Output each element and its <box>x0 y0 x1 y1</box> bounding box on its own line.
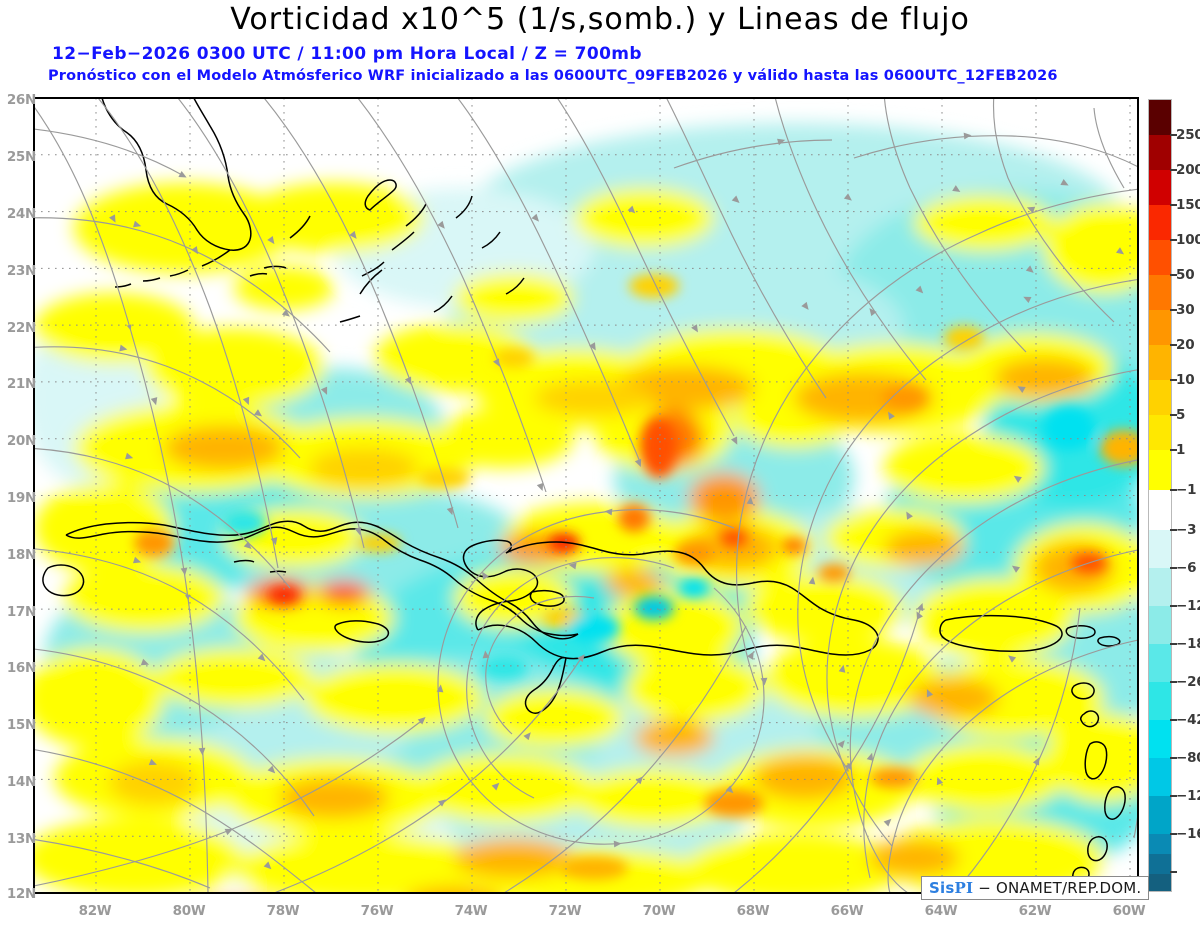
colorbar-segment <box>1149 450 1171 490</box>
colorbar-label-neg42: −42 <box>1176 712 1200 728</box>
colorbar-label-neg3: −3 <box>1176 522 1197 538</box>
colorbar-label-1: 1 <box>1176 442 1186 458</box>
colorbar-segment <box>1149 205 1171 240</box>
colorbar-segment <box>1149 682 1171 720</box>
colorbar-label-10: 10 <box>1176 372 1195 388</box>
colorbar-segment <box>1149 854 1171 874</box>
colorbar-segment <box>1149 275 1171 310</box>
colorbar-segment <box>1149 758 1171 796</box>
lon-label-66W: 66W <box>830 903 864 919</box>
colorbar-label-100: 100 <box>1176 232 1200 248</box>
colorbar-label-5: 5 <box>1176 407 1186 423</box>
colorbar-segment <box>1149 530 1171 568</box>
colorbar-label-neg1: −1 <box>1176 482 1197 498</box>
colorbar-label-neg160: −160 <box>1176 826 1200 842</box>
lat-label-24N: 24N <box>6 206 36 222</box>
lon-label-64W: 64W <box>924 903 958 919</box>
colorbar-label-50: 50 <box>1176 267 1195 283</box>
logo-organization: ONAMET/REP.DOM. <box>995 879 1142 897</box>
lat-label-12N: 12N <box>6 886 36 902</box>
lat-label-26N: 26N <box>6 92 36 108</box>
colorbar-label-150: 150 <box>1176 197 1200 213</box>
valid-time-subtitle: 12−Feb−2026 0300 UTC / 11:00 pm Hora Loc… <box>52 44 642 64</box>
colorbar-segment <box>1149 874 1171 891</box>
model-info-subtitle: Pronóstico con el Modelo Atmósferico WRF… <box>48 68 1058 84</box>
lon-label-82W: 82W <box>78 903 112 919</box>
colorbar-segment <box>1149 310 1171 345</box>
colorbar-label-neg26: −26 <box>1176 674 1200 690</box>
colorbar-label-neg12: −12 <box>1176 598 1200 614</box>
vorticity-map[interactable] <box>33 97 1139 894</box>
colorbar-segment <box>1149 170 1171 205</box>
colorbar-label-200: 200 <box>1176 162 1200 178</box>
lon-label-76W: 76W <box>360 903 394 919</box>
lon-label-80W: 80W <box>172 903 206 919</box>
colorbar-segment <box>1149 380 1171 415</box>
colorbar-segment <box>1149 796 1171 834</box>
colorbar-segment <box>1149 720 1171 758</box>
lat-label-15N: 15N <box>6 717 36 733</box>
lat-label-23N: 23N <box>6 263 36 279</box>
lon-label-62W: 62W <box>1018 903 1052 919</box>
logo-separator: − <box>978 879 991 897</box>
colorbar-segment <box>1149 490 1171 530</box>
colorbar-segment <box>1149 240 1171 275</box>
streamline-arrows <box>108 132 1125 870</box>
colorbar-label-neg120: −120 <box>1176 788 1200 804</box>
colorbar-segment <box>1149 644 1171 682</box>
colorbar-label-neg18: −18 <box>1176 636 1200 652</box>
lat-label-16N: 16N <box>6 660 36 676</box>
lon-label-70W: 70W <box>642 903 676 919</box>
streamlines <box>34 98 1138 893</box>
colorbar-label-neg6: −6 <box>1176 560 1197 576</box>
colorbar-label-30: 30 <box>1176 302 1195 318</box>
logo-brand-pi: PI <box>954 879 974 897</box>
vorticity-shading <box>34 123 1138 893</box>
sispi-onamet-logo: Sis PI − ONAMET/REP.DOM. <box>921 876 1150 900</box>
lat-label-22N: 22N <box>6 320 36 336</box>
colorbar-segment <box>1149 345 1171 380</box>
colorbar[interactable] <box>1148 99 1172 892</box>
colorbar-segment <box>1149 100 1171 135</box>
lat-label-21N: 21N <box>6 376 36 392</box>
colorbar-segment <box>1149 415 1171 450</box>
logo-brand-sis: Sis <box>929 879 955 897</box>
lat-label-19N: 19N <box>6 490 36 506</box>
colorbar-segment <box>1149 606 1171 644</box>
lon-label-74W: 74W <box>454 903 488 919</box>
colorbar-segment <box>1149 834 1171 854</box>
lat-label-18N: 18N <box>6 547 36 563</box>
colorbar-segment <box>1149 568 1171 606</box>
lon-label-78W: 78W <box>266 903 300 919</box>
lat-label-20N: 20N <box>6 433 36 449</box>
lon-label-68W: 68W <box>736 903 770 919</box>
colorbar-segment <box>1149 135 1171 170</box>
lat-label-17N: 17N <box>6 604 36 620</box>
colorbar-label-neg80: −80 <box>1176 750 1200 766</box>
page-title: Vorticidad x10^5 (1/s,somb.) y Lineas de… <box>230 2 970 37</box>
colorbar-label-20: 20 <box>1176 337 1195 353</box>
colorbar-label-250: 250 <box>1176 127 1200 143</box>
lat-label-25N: 25N <box>6 149 36 165</box>
lon-label-72W: 72W <box>548 903 582 919</box>
lat-label-14N: 14N <box>6 774 36 790</box>
lon-label-60W: 60W <box>1112 903 1146 919</box>
lat-label-13N: 13N <box>6 831 36 847</box>
map-canvas <box>34 98 1138 893</box>
